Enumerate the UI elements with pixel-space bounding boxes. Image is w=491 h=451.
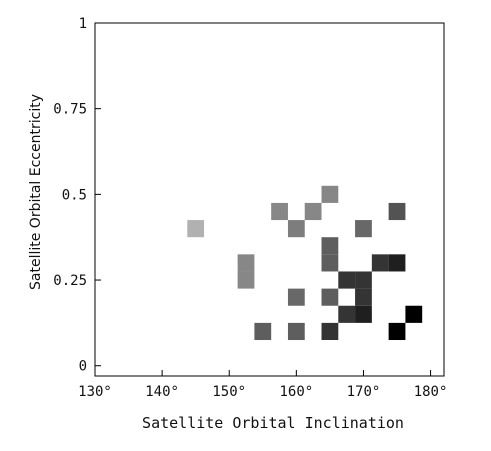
heatmap-cell xyxy=(287,322,305,341)
x-tick-label: 150° xyxy=(212,384,246,400)
y-tick-label: 0 xyxy=(79,359,87,375)
heatmap-cell xyxy=(338,305,356,323)
heatmap-cell xyxy=(355,288,372,306)
heatmap-cell xyxy=(355,220,372,238)
y-tick-label: 0.5 xyxy=(62,187,87,203)
heatmap-cell xyxy=(388,322,406,341)
heatmap-cell xyxy=(237,254,255,272)
heatmap-cell xyxy=(388,254,406,272)
heatmap-cell xyxy=(338,271,356,289)
heatmap-cell xyxy=(271,202,288,221)
x-tick-label: 170° xyxy=(347,384,381,400)
heatmap-cell xyxy=(355,305,372,323)
heatmap-cell xyxy=(321,322,339,341)
cells-layer xyxy=(187,185,423,341)
heatmap-cell xyxy=(388,202,406,221)
x-axis-ticks: 130° 140° 150° 160° 170° 180° xyxy=(78,370,447,400)
heatmap-cell xyxy=(321,288,339,306)
plot-frame xyxy=(94,22,445,377)
y-tick-label: 0.75 xyxy=(53,102,87,118)
x-tick-label: 140° xyxy=(145,384,179,400)
heatmap-cell xyxy=(287,288,305,306)
heatmap-cell xyxy=(237,271,255,289)
heatmap-cell xyxy=(187,220,205,238)
x-tick-label: 160° xyxy=(279,384,313,400)
heatmap-cell xyxy=(405,305,423,323)
y-axis-title: Satellite Orbital Eccentricity xyxy=(28,94,44,290)
heatmap-cell xyxy=(321,237,339,255)
heatmap-cell xyxy=(371,254,389,272)
heatmap-cell xyxy=(287,220,305,238)
heatmap-cell xyxy=(254,322,272,341)
heatmap-cell xyxy=(321,254,339,272)
heatmap-cell xyxy=(304,202,322,221)
y-tick-label: 0.25 xyxy=(53,273,87,289)
x-tick-label: 180° xyxy=(414,384,448,400)
heatmap-cell xyxy=(321,185,339,203)
y-tick-label: 1 xyxy=(79,16,87,32)
y-axis-ticks: 0 0.25 0.5 0.75 1 xyxy=(53,16,101,375)
heatmap-cell xyxy=(355,271,372,289)
x-axis-title: Satellite Orbital Inclination xyxy=(142,414,404,432)
x-tick-label: 130° xyxy=(78,384,112,400)
